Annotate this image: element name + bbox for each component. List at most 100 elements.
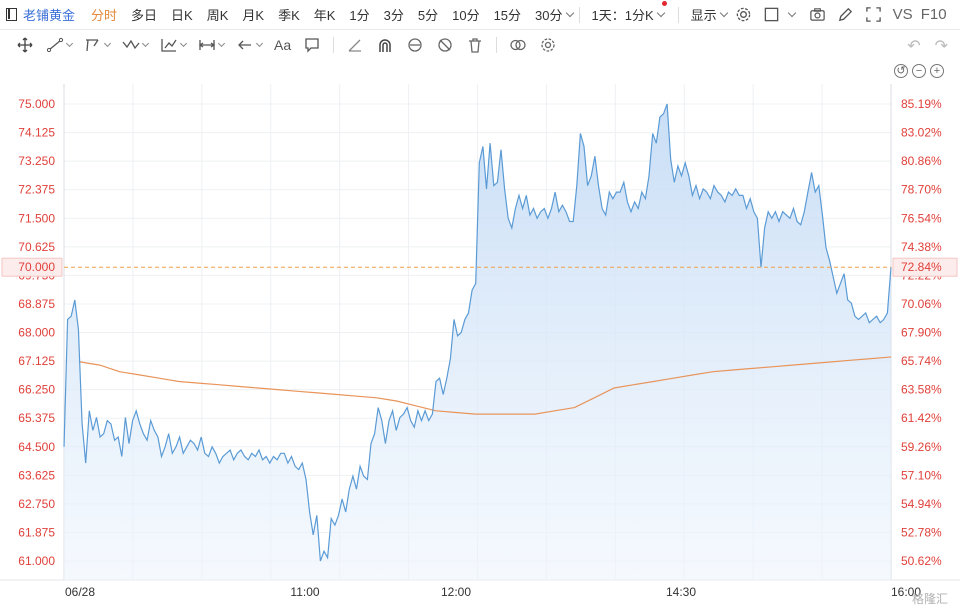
notification-dot xyxy=(661,1,667,6)
ref-pct-badge: 72.84% xyxy=(901,260,942,274)
tab-period-5min[interactable]: 5分 xyxy=(417,8,439,23)
hide-drawing-tool[interactable] xyxy=(436,37,454,53)
tab-period-10min[interactable]: 10分 xyxy=(452,8,480,23)
y-tick-label-left: 62.750 xyxy=(18,497,55,511)
chevron-down-icon xyxy=(255,39,264,47)
measure-range-icon xyxy=(198,40,216,50)
chevron-down-icon xyxy=(656,8,665,17)
y-tick-label-left: 68.875 xyxy=(18,297,55,311)
tab-period-1min[interactable]: 1分 xyxy=(349,8,370,23)
y-tick-label-right: 57.10% xyxy=(901,468,942,482)
wave-tool[interactable] xyxy=(122,37,150,53)
trend-line-icon xyxy=(46,37,64,53)
tab-period-year[interactable]: 年K xyxy=(313,8,336,23)
chevron-down-icon xyxy=(565,8,574,17)
delete-drawing-tool[interactable] xyxy=(466,37,484,53)
chevron-down-icon xyxy=(179,39,188,47)
top-toolbar: 老铺黄金 分时 多日 日K 周K 月K 季K 年K 1分 3分 5分 10分 1… xyxy=(0,0,960,30)
price-area-fill xyxy=(64,104,891,580)
tab-period-3min[interactable]: 3分 xyxy=(383,8,404,23)
zoom-out-icon[interactable]: − xyxy=(912,64,926,78)
vs-button[interactable]: VS xyxy=(892,6,913,23)
tab-period-duori[interactable]: 多日 xyxy=(131,8,158,23)
x-tick-label: 16:00 xyxy=(891,585,921,599)
stock-title[interactable]: 老铺黄金 xyxy=(23,8,76,23)
comment-bubble-icon xyxy=(305,38,319,53)
y-tick-label-left: 71.500 xyxy=(18,211,55,225)
panel-toggle-icon[interactable] xyxy=(6,8,17,21)
y-tick-label-right: 65.74% xyxy=(901,354,942,368)
y-tick-label-left: 70.625 xyxy=(18,240,55,254)
more-period-label: 30分 xyxy=(535,8,563,23)
measure-tool[interactable] xyxy=(198,37,226,53)
chevron-down-icon[interactable] xyxy=(787,8,796,17)
fullscreen-icon[interactable] xyxy=(865,6,883,24)
ruler-icon xyxy=(348,39,362,52)
x-tick-label: 06/28 xyxy=(65,585,95,599)
y-tick-label-right: 54.94% xyxy=(901,497,942,511)
y-tick-label-left: 72.375 xyxy=(18,183,55,197)
chevron-down-icon xyxy=(217,39,226,47)
tab-period-week[interactable]: 周K xyxy=(206,8,229,23)
y-tick-label-right: 67.90% xyxy=(901,326,942,340)
y-tick-label-left: 67.125 xyxy=(18,354,55,368)
tab-period-day[interactable]: 日K xyxy=(171,8,193,23)
hide-eye-icon xyxy=(438,38,452,52)
magnet-tool[interactable] xyxy=(376,37,394,53)
overlay-tool[interactable] xyxy=(509,37,527,53)
y-tick-label-left: 66.250 xyxy=(18,383,55,397)
settings-gear-icon[interactable] xyxy=(735,6,753,24)
arrow-left-icon xyxy=(238,40,251,50)
drawing-settings-tool[interactable] xyxy=(539,37,557,53)
zoom-in-icon[interactable]: + xyxy=(930,64,944,78)
more-period-dropdown[interactable]: 30分 xyxy=(535,5,574,24)
ruler-tool[interactable] xyxy=(346,37,364,53)
channel-icon xyxy=(86,39,99,52)
trend-line-tool[interactable] xyxy=(46,37,74,53)
pencil-icon[interactable] xyxy=(837,6,855,24)
tab-period-15min[interactable]: 15分 xyxy=(493,8,522,23)
divider xyxy=(496,37,498,53)
y-tick-label-right: 70.06% xyxy=(901,297,942,311)
lock-eye-icon xyxy=(408,38,422,52)
x-axis: 06/28 11:00 12:00 14:30 16:00 xyxy=(65,585,921,599)
price-line xyxy=(63,103,892,562)
f10-button[interactable]: F10 xyxy=(920,6,947,23)
tab-period-month[interactable]: 月K xyxy=(242,8,265,23)
y-tick-label-left: 65.375 xyxy=(18,411,55,425)
wave-pattern-icon xyxy=(122,39,140,50)
y-tick-label-left: 63.625 xyxy=(18,468,55,482)
layout-square-icon[interactable] xyxy=(763,6,781,24)
comment-tool[interactable] xyxy=(303,37,321,53)
crosshair-move-icon[interactable] xyxy=(16,37,34,53)
divider xyxy=(578,6,580,23)
undo-icon[interactable]: ↶ xyxy=(907,38,921,55)
ref-price-badge-bg xyxy=(1,257,63,277)
y-tick-label-right: 83.02% xyxy=(901,126,942,140)
x-tick-label: 12:00 xyxy=(441,585,471,599)
reset-zoom-icon[interactable]: ↺ xyxy=(894,64,908,78)
y-tick-label-right: 50.62% xyxy=(901,554,942,568)
y-axis-left: 75.00074.12573.25072.37571.50070.62569.7… xyxy=(18,97,55,568)
chevron-down-icon xyxy=(103,39,112,47)
redo-icon[interactable]: ↷ xyxy=(934,38,948,55)
channel-tool[interactable] xyxy=(84,37,112,53)
camera-icon[interactable] xyxy=(809,6,827,24)
chevron-down-icon xyxy=(141,39,150,47)
drawing-toolbar: Aa xyxy=(0,30,960,60)
y-tick-label-left: 61.000 xyxy=(18,554,55,568)
fib-tool[interactable] xyxy=(160,37,188,53)
range-select-dropdown[interactable]: 1天：1分K xyxy=(592,1,667,24)
text-tool[interactable]: Aa xyxy=(274,37,292,53)
fibonacci-icon xyxy=(161,39,177,52)
y-tick-label-right: 80.86% xyxy=(901,154,942,168)
ref-price-badge: 70.000 xyxy=(18,260,55,274)
arrow-tool[interactable] xyxy=(236,37,264,53)
lock-drawing-tool[interactable] xyxy=(406,37,424,53)
y-tick-label-right: 52.78% xyxy=(901,525,942,539)
magnet-icon xyxy=(379,39,391,52)
tab-period-quarter[interactable]: 季K xyxy=(278,8,300,23)
display-dropdown[interactable]: 显示 xyxy=(691,5,728,24)
tab-period-fenshi[interactable]: 分时 xyxy=(91,8,118,23)
intraday-price-chart[interactable]: 75.00074.12573.25072.37571.50070.62569.7… xyxy=(0,60,960,611)
